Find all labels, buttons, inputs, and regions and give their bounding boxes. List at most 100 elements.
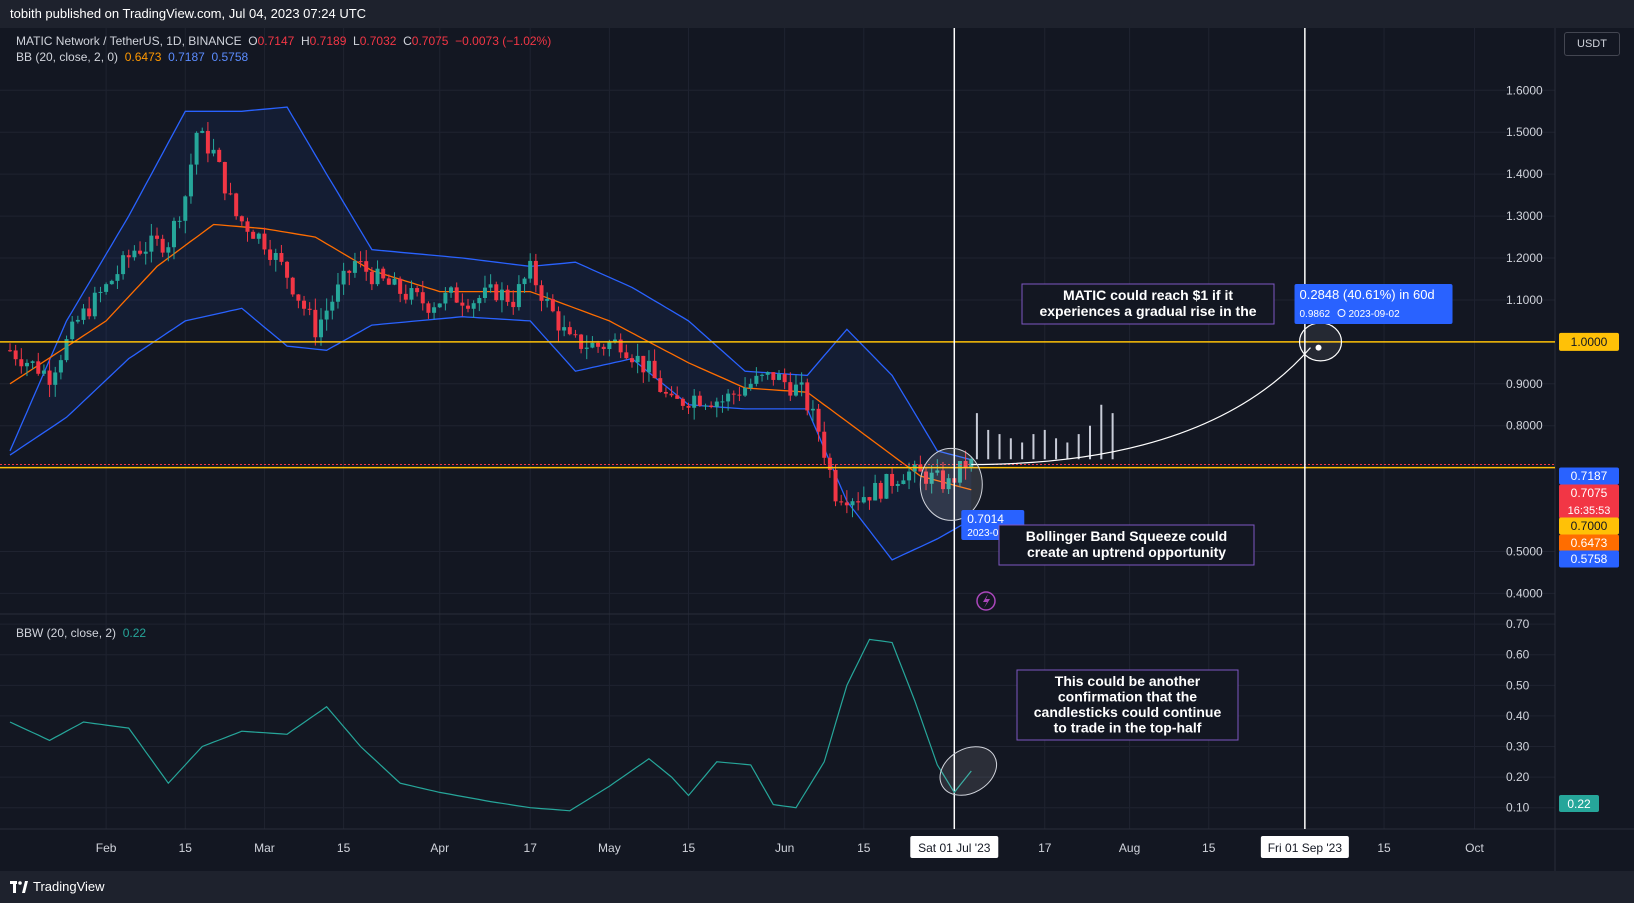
candle-body [239,216,244,222]
bb-fill-area [10,107,972,560]
bbw-note-box [1016,669,1239,741]
candle-body [211,149,216,154]
candle-body [924,471,929,484]
candle-body [392,278,397,285]
open-value: 0.7147 [257,34,295,48]
candle-body [160,238,165,253]
candle-body [494,284,499,301]
candle-body [381,268,386,279]
level-price-label: 1.0000 [1571,335,1608,349]
axis-price-box [1559,534,1619,552]
candle-body [539,285,544,301]
candle-body [347,270,352,273]
candle-body [149,235,154,252]
target-highlight-circle [1298,322,1343,362]
candle-body [183,196,188,221]
axis-price-label: 0.7000 [1571,519,1608,533]
bbw-tick-label: 0.20 [1506,770,1530,784]
candle-body [771,372,776,380]
candle-body [398,278,403,294]
price-tick-label: 0.4000 [1506,586,1543,600]
high-label: H [301,34,310,48]
candle-body [556,311,561,331]
candle-body [75,319,80,322]
candle-body [731,393,736,395]
current-price-value: 0.7014 [967,512,1004,526]
candle-body [709,405,714,408]
candle-body [686,405,691,408]
price-tick-label: 0.5000 [1506,544,1543,558]
chart-canvas[interactable]: 1.6000 1.5000 1.4000 1.3000 1.2000 1.1000 0.90… [0,28,1634,871]
bbw-value: 0.22 [122,626,147,640]
candle-body [839,501,844,503]
candle-body [793,384,798,396]
candle-body [200,130,205,133]
candle-body [624,352,629,359]
candle-body [426,303,431,313]
bbw-label[interactable]: BBW (20, close, 2) [16,626,117,640]
candle-body [104,284,109,292]
candle-body [940,470,945,490]
candle-body [629,358,634,363]
price-tick-label: 1.3000 [1506,209,1543,223]
matic-note-box [1021,283,1275,325]
candle-body [36,361,41,374]
bbw-axis[interactable]: 0.70 0.60 0.50 0.40 0.30 0.20 0.10 [1506,617,1530,815]
candle-body [47,370,52,385]
bb-upper-value: 0.7187 [168,50,205,64]
bbw-series [9,638,972,812]
matic-note-line: experiences a gradual rise in the [1039,303,1256,319]
time-axis[interactable]: Feb 15 Mar 15 Apr 17 May 15 Jun 15 17 Aug 15 15 Oct Sat… [96,836,1485,858]
candle-body [805,382,810,411]
bbw-tick-label: 0.50 [1506,678,1530,692]
bbw-note-line: candlesticks could continue [1034,704,1222,720]
candle-body [873,482,878,501]
candle-body [432,307,437,313]
bbw-axis-label: 0.22 [1567,797,1591,811]
candle-body [596,342,601,347]
candle-body [352,261,357,273]
candle-body [856,501,861,503]
axis-price-label: 0.5758 [1571,552,1608,566]
candle-body [878,482,883,499]
symbol-legend[interactable]: MATIC Network / TetherUS, 1D, BINANCE O0… [16,34,551,48]
candle-body [652,360,657,379]
price-axis[interactable]: 1.6000 1.5000 1.4000 1.3000 1.2000 1.1000 0.90… [1506,83,1543,600]
candle-body [81,308,86,320]
candle-body [70,321,75,340]
candle-body [245,221,250,232]
candle-body [522,278,527,285]
candle-body [177,220,182,222]
candle-body [19,359,24,367]
currency-selector[interactable]: USDT [1564,32,1620,56]
candle-body [358,261,363,263]
candle-body [590,342,595,348]
candle-body [907,471,912,481]
candle-body [375,268,380,285]
candle-body [901,480,906,485]
price-tick-label: 0.8000 [1506,419,1543,433]
matic-note-line: MATIC could reach $1 if it [1063,287,1233,303]
candle-body [861,497,866,503]
drawing-overlays[interactable]: 0.7014 2023-07-04 0.2848 (40.61%) in 60d 0.… [919,283,1453,805]
symbol-title[interactable]: MATIC Network / TetherUS, 1D, BINANCE [16,34,242,48]
bb-label[interactable]: BB (20, close, 2, 0) [16,50,119,64]
price-axis-labels: 1.0000 0.7187 0.7075 16:35:53 0.7000 0.6473 0.… [1559,332,1619,812]
candle-body [471,303,476,309]
candlestick-series [8,122,974,518]
candle-body [318,319,323,338]
axis-price-label: 0.6473 [1571,536,1608,550]
bbw-legend[interactable]: BBW (20, close, 2) 0.22 [16,626,146,640]
candle-body [194,132,199,165]
bbw-note-line: confirmation that the [1058,689,1197,705]
tradingview-logo[interactable]: TradingView [10,871,105,903]
price-tick-label: 1.5000 [1506,125,1543,139]
candle-body [777,374,781,380]
high-value: 0.7189 [309,34,347,48]
candle-body [499,289,504,301]
candle-body [13,350,18,360]
change-value: −0.0073 (−1.02%) [455,34,552,48]
bb-legend[interactable]: BB (20, close, 2, 0) 0.6473 0.7187 0.575… [16,50,248,64]
candle-body [403,293,408,300]
axis-price-box [1559,484,1619,519]
